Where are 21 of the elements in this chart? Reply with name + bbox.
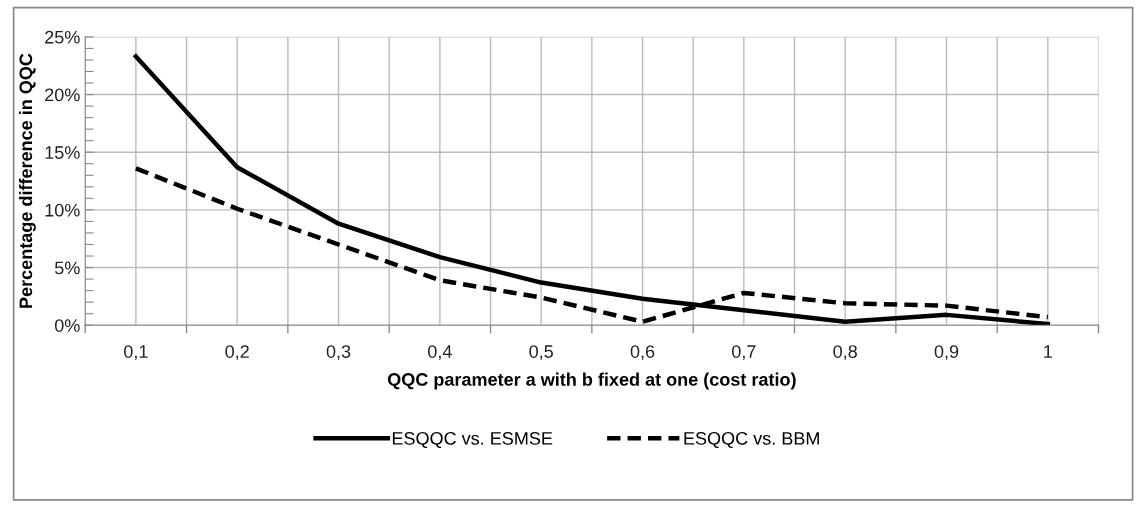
y-tick-label: 5%	[54, 261, 80, 275]
x-tick-label: 0,3	[326, 345, 351, 361]
legend-label: ESQQC vs. ESMSE	[392, 432, 553, 449]
y-tick-label: 15%	[45, 146, 80, 159]
y-tick-label: 0%	[54, 319, 80, 332]
y-tick-label: 25%	[45, 30, 80, 44]
y-tick-label: 20%	[45, 88, 80, 102]
y-axis-title: Percentage difference in QQC	[18, 53, 36, 308]
x-tick-label: 0,2	[225, 345, 249, 361]
x-tick-label: 0,5	[529, 345, 553, 361]
legend-label: ESQQC vs. BBM	[684, 432, 819, 449]
line-series	[133, 54, 1051, 326]
x-tick-label: 0,1	[124, 345, 148, 361]
x-axis-title: QQC parameter a with b fixed at one (cost ratio)	[387, 372, 796, 390]
x-tick-label: 0,9	[934, 345, 959, 361]
x-tick-label: 0,6	[630, 345, 655, 361]
x-tick-label: 0,8	[833, 345, 857, 361]
x-tick-label: 1	[1044, 345, 1052, 358]
y-tick-label: 10%	[45, 203, 80, 217]
x-tick-label: 0,4	[428, 345, 452, 361]
x-tick-label: 0,7	[732, 345, 756, 361]
